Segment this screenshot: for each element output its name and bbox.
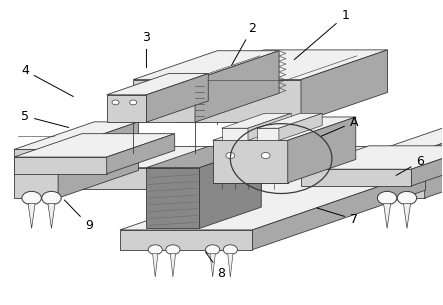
Text: 2: 2 — [232, 22, 256, 65]
Text: 9: 9 — [64, 200, 93, 232]
Polygon shape — [425, 126, 443, 198]
Polygon shape — [14, 122, 139, 149]
Polygon shape — [257, 128, 279, 140]
Text: 5: 5 — [21, 109, 69, 127]
Polygon shape — [213, 140, 288, 183]
Circle shape — [130, 100, 137, 105]
Text: 8: 8 — [206, 252, 225, 280]
Text: 6: 6 — [396, 155, 424, 175]
Polygon shape — [120, 230, 253, 250]
Circle shape — [206, 245, 220, 254]
Polygon shape — [152, 253, 158, 277]
Text: 1: 1 — [294, 9, 349, 59]
Text: 3: 3 — [143, 30, 150, 68]
Polygon shape — [301, 169, 412, 186]
Circle shape — [22, 191, 41, 205]
Circle shape — [148, 245, 162, 254]
Polygon shape — [120, 170, 426, 230]
Circle shape — [377, 191, 397, 205]
Polygon shape — [18, 168, 182, 189]
Polygon shape — [253, 170, 426, 250]
Circle shape — [166, 245, 180, 254]
Polygon shape — [217, 168, 412, 189]
Polygon shape — [177, 50, 388, 80]
Polygon shape — [147, 74, 208, 122]
Polygon shape — [279, 113, 322, 140]
Text: 7: 7 — [317, 208, 358, 226]
Polygon shape — [301, 146, 443, 169]
Circle shape — [42, 191, 61, 205]
Polygon shape — [222, 113, 291, 128]
Circle shape — [226, 152, 235, 159]
Polygon shape — [288, 117, 356, 183]
Polygon shape — [133, 51, 279, 80]
Polygon shape — [107, 134, 175, 174]
Polygon shape — [170, 253, 175, 277]
Polygon shape — [213, 117, 356, 140]
Polygon shape — [404, 203, 411, 228]
Circle shape — [223, 245, 237, 254]
Polygon shape — [412, 146, 443, 186]
Polygon shape — [18, 146, 244, 168]
Circle shape — [261, 152, 270, 159]
Polygon shape — [28, 203, 35, 228]
Polygon shape — [384, 203, 391, 228]
Polygon shape — [257, 113, 322, 128]
Polygon shape — [147, 168, 199, 228]
Polygon shape — [177, 80, 301, 122]
Polygon shape — [228, 253, 233, 277]
Circle shape — [112, 100, 119, 105]
Polygon shape — [210, 253, 215, 277]
Polygon shape — [195, 51, 279, 122]
Text: A: A — [321, 116, 358, 136]
Polygon shape — [58, 122, 139, 198]
Polygon shape — [199, 146, 261, 228]
Polygon shape — [301, 50, 388, 122]
Polygon shape — [107, 95, 147, 122]
Polygon shape — [48, 203, 55, 228]
Polygon shape — [381, 149, 425, 198]
Polygon shape — [248, 113, 291, 140]
Polygon shape — [133, 80, 195, 122]
Polygon shape — [182, 146, 244, 189]
Polygon shape — [147, 146, 261, 168]
Polygon shape — [381, 126, 443, 149]
Polygon shape — [14, 149, 58, 198]
Polygon shape — [217, 146, 443, 168]
Polygon shape — [14, 134, 175, 157]
Polygon shape — [107, 74, 208, 95]
Polygon shape — [412, 146, 443, 189]
Text: 4: 4 — [21, 64, 74, 97]
Polygon shape — [14, 157, 107, 174]
Circle shape — [397, 191, 417, 205]
Polygon shape — [222, 128, 248, 140]
